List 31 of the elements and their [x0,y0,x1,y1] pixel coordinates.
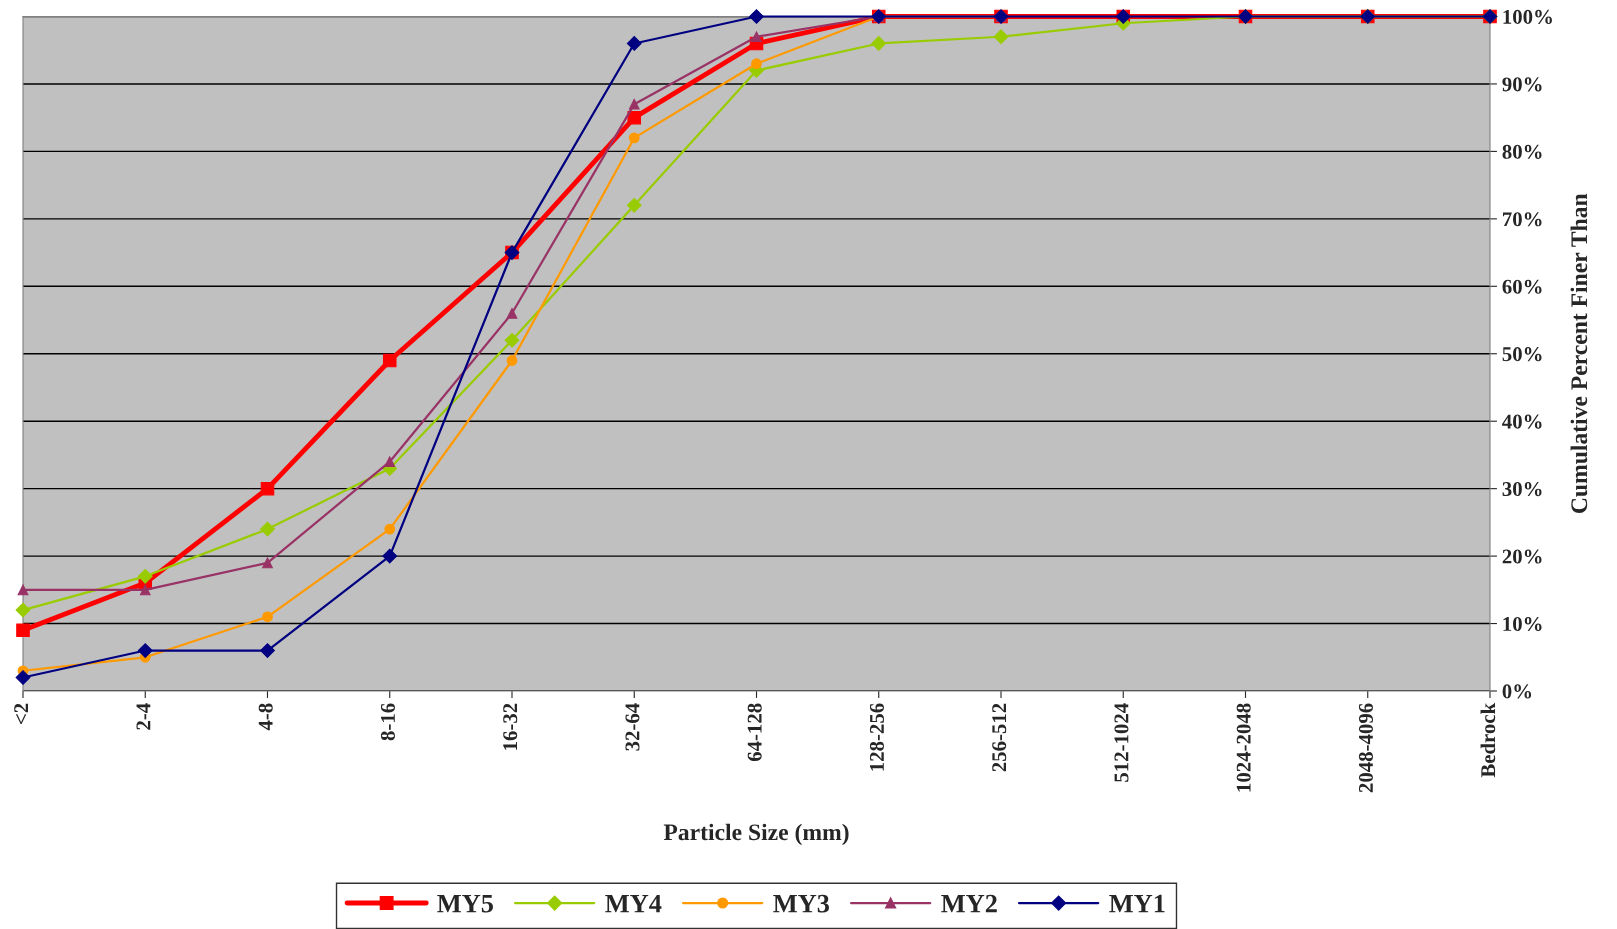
y-tick-label: 80% [1502,144,1542,159]
y-tick-label: 70% [1503,212,1542,227]
x-tick-label: 16-32 [503,703,518,750]
x-tick-label: 8-16 [380,703,395,741]
y-tick-label: 50% [1502,347,1542,362]
y-tick-label: 0% [1502,684,1532,699]
y-tick-label: 90% [1502,77,1542,92]
y-tick-label: 20% [1502,549,1542,564]
x-tick-label: 64-128 [747,703,762,762]
legend-label: MY4 [605,894,662,913]
legend-label: MY2 [941,894,997,913]
x-tick-label: <2 [14,703,29,725]
y-tick-label: 40% [1502,414,1542,429]
y-axis-title: Cumulative Percent Finer Than [1570,193,1588,513]
legend-label: MY3 [773,894,830,913]
y-tick-label: 60% [1502,279,1542,294]
x-tick-label: 1024-2048 [1236,703,1251,792]
x-tick-label: 4-8 [258,703,273,731]
x-tick-label: 256-512 [992,703,1007,772]
x-tick-label: Bedrock [1480,702,1496,778]
x-tick-label: 2-4 [136,703,151,730]
y-tick-label: 10% [1503,616,1542,632]
x-tick-label: 128-256 [869,703,884,771]
x-tick-label: 2048-4096 [1358,703,1373,793]
legend-label: MY5 [437,894,493,913]
x-tick-label: 512-1024 [1114,703,1129,782]
x-axis-title: Particle Size (mm) [663,823,849,846]
x-tick-label: 32-64 [625,703,640,751]
legend-label: MY1 [1109,894,1165,913]
y-tick-label: 100% [1503,9,1552,24]
y-tick-label: 30% [1502,482,1542,497]
